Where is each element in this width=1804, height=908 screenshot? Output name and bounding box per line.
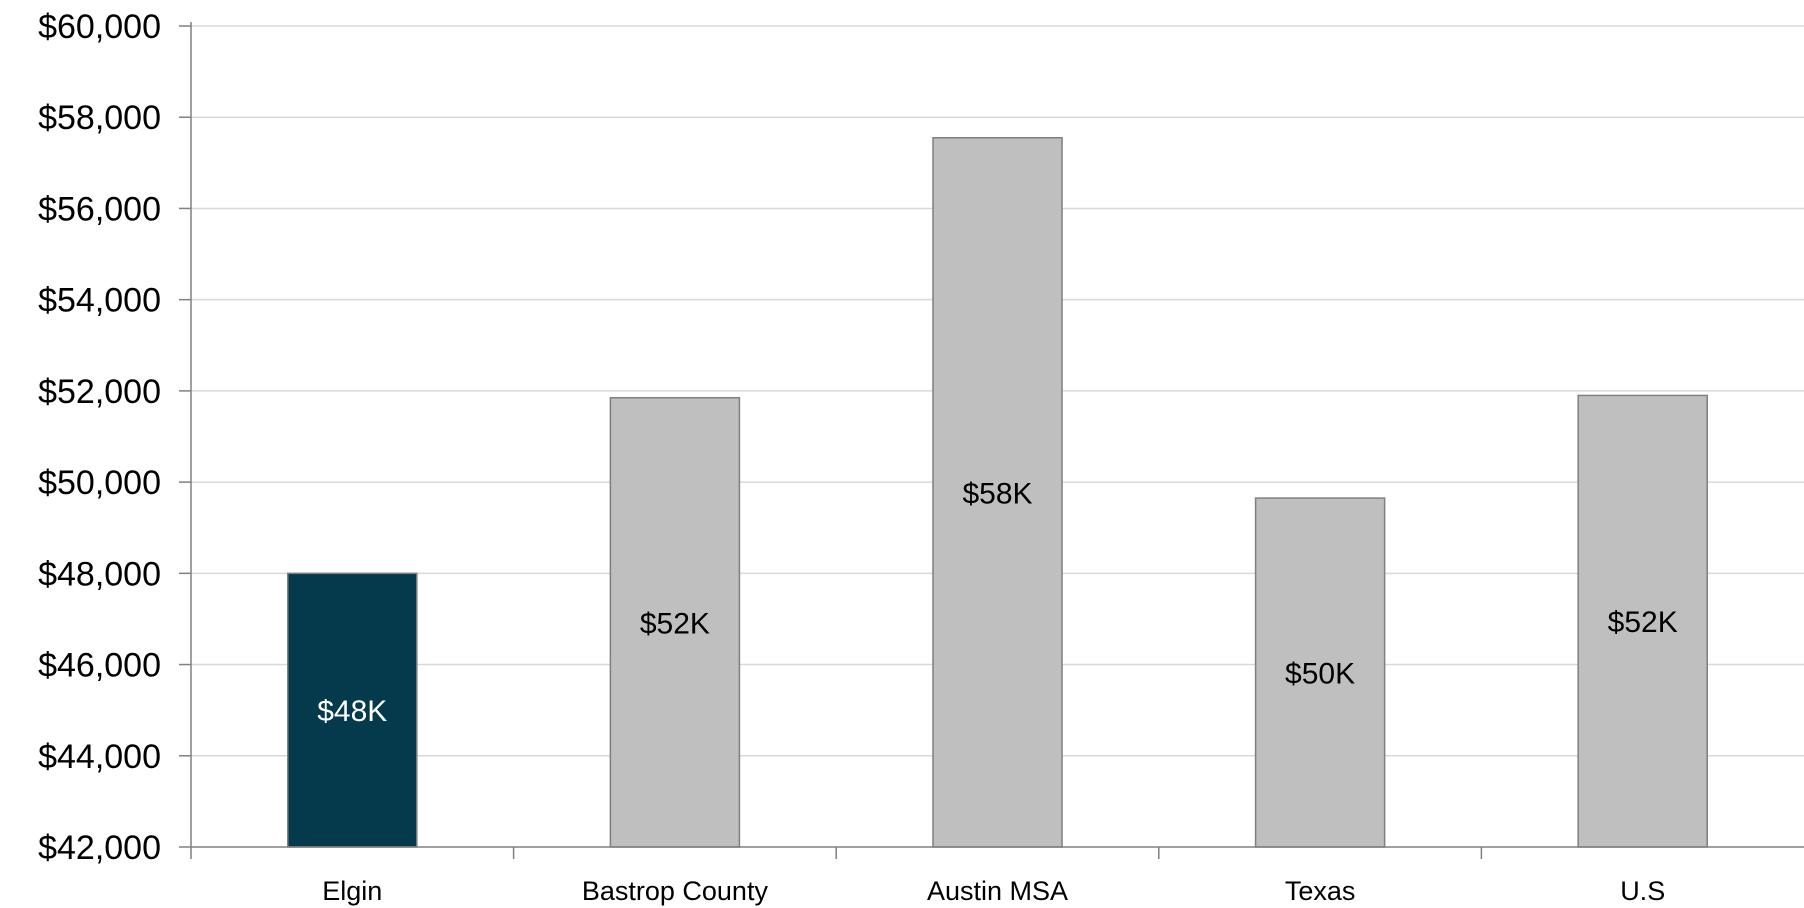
x-tick-label: Elgin [322, 876, 382, 906]
data-label: $52K [1608, 606, 1678, 639]
y-tick-label: $60,000 [38, 8, 161, 46]
y-tick-label: $42,000 [38, 829, 161, 867]
y-tick-label: $54,000 [38, 282, 161, 320]
y-tick-label: $46,000 [38, 647, 161, 685]
axes [179, 22, 1804, 859]
y-tick-label: $50,000 [38, 464, 161, 502]
y-tick-label: $44,000 [38, 738, 161, 776]
y-tick-label: $58,000 [38, 99, 161, 137]
data-label: $48K [317, 695, 387, 728]
y-tick-label: $48,000 [38, 555, 161, 593]
data-label: $52K [640, 607, 710, 640]
bars [287, 136, 1708, 848]
x-tick-label: Austin MSA [927, 876, 1068, 906]
x-tick-label: U.S [1620, 876, 1665, 906]
y-tick-label: $52,000 [38, 373, 161, 411]
labels: $42,000 $44,000 $46,000 $48,000 $50,000 $52,0… [38, 8, 1678, 906]
data-label: $58K [962, 477, 1032, 510]
data-label: $50K [1285, 658, 1355, 691]
bar-elgin [287, 572, 418, 848]
x-tick-label: Bastrop County [582, 876, 769, 906]
x-tick-label: Texas [1285, 876, 1356, 906]
y-tick-label: $56,000 [38, 190, 161, 228]
